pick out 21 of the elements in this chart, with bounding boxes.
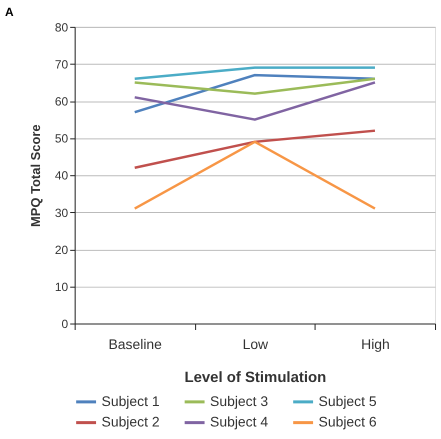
chart-title: A	[4, 4, 14, 19]
legend-label: Subject 4	[210, 414, 268, 430]
legend-label: Subject 6	[318, 414, 377, 430]
x-tick-label: High	[361, 336, 390, 352]
legend-label: Subject 5	[318, 392, 377, 409]
y-tick-label: 70	[54, 57, 69, 72]
y-tick-label: 80	[54, 20, 69, 34]
legend-label: Subject 2	[102, 414, 160, 430]
y-tick-label: 0	[62, 317, 69, 331]
x-tick-label: Low	[242, 336, 270, 352]
y-tick-label: 10	[54, 280, 69, 294]
y-tick-label: 50	[54, 132, 69, 146]
x-tick-label: Baseline	[108, 336, 162, 352]
y-axis-title: MPQ Total Score	[28, 124, 43, 227]
legend-label: Subject 3	[210, 392, 268, 409]
y-tick-label: 20	[54, 242, 69, 257]
y-tick-label: 30	[54, 206, 69, 220]
y-tick-label: 40	[54, 168, 69, 183]
y-tick-label: 60	[54, 94, 69, 109]
x-axis-title: Level of Stimulation	[184, 368, 326, 386]
legend-label: Subject 1	[102, 392, 160, 409]
